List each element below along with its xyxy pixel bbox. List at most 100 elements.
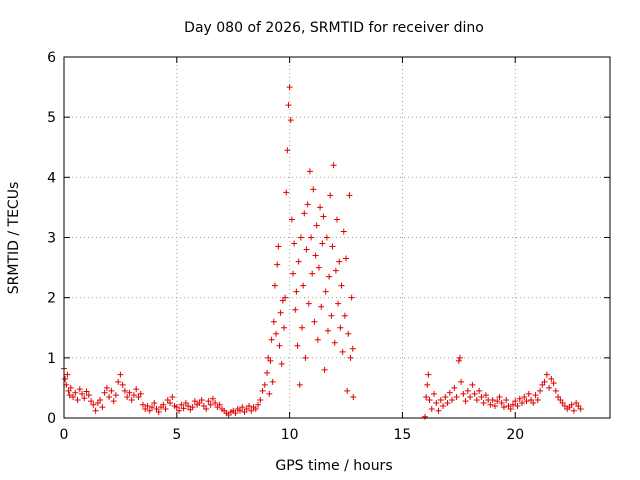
data-point bbox=[421, 413, 428, 420]
data-point bbox=[426, 396, 433, 403]
data-point bbox=[167, 399, 174, 406]
data-point bbox=[130, 392, 137, 399]
data-point bbox=[350, 393, 357, 400]
data-point bbox=[437, 396, 444, 403]
data-point bbox=[212, 399, 219, 406]
data-point bbox=[198, 396, 205, 403]
x-tick-label: 5 bbox=[172, 427, 181, 443]
data-point bbox=[297, 234, 304, 241]
data-point bbox=[191, 398, 198, 405]
data-point bbox=[314, 336, 321, 343]
data-point bbox=[308, 234, 315, 241]
data-point bbox=[546, 384, 553, 391]
data-point bbox=[302, 354, 309, 361]
data-point bbox=[137, 390, 144, 397]
data-point bbox=[124, 393, 131, 400]
data-point bbox=[284, 147, 291, 154]
data-point bbox=[280, 324, 287, 331]
data-point bbox=[117, 371, 124, 378]
data-point bbox=[341, 312, 348, 319]
data-point bbox=[265, 354, 272, 361]
data-point bbox=[255, 401, 262, 408]
x-tick-label: 20 bbox=[506, 427, 524, 443]
y-tick-label: 3 bbox=[47, 231, 56, 247]
data-point bbox=[252, 405, 259, 412]
data-point bbox=[153, 405, 160, 412]
data-point bbox=[305, 300, 312, 307]
data-point bbox=[290, 270, 297, 277]
data-point bbox=[500, 404, 507, 411]
data-point bbox=[103, 384, 110, 391]
data-point bbox=[97, 396, 104, 403]
data-point bbox=[349, 345, 356, 352]
data-point bbox=[491, 402, 498, 409]
data-point bbox=[106, 393, 113, 400]
data-point bbox=[200, 402, 207, 409]
grid bbox=[64, 57, 610, 418]
data-point bbox=[313, 222, 320, 229]
y-tick-label: 6 bbox=[47, 50, 56, 66]
data-point bbox=[310, 186, 317, 193]
data-point bbox=[568, 401, 575, 408]
data-point bbox=[173, 404, 180, 411]
data-point bbox=[275, 243, 282, 250]
data-point bbox=[236, 407, 243, 414]
data-point bbox=[525, 390, 532, 397]
data-point bbox=[148, 404, 155, 411]
data-point bbox=[176, 407, 183, 414]
data-point bbox=[494, 398, 501, 405]
data-point bbox=[440, 402, 447, 409]
data-point bbox=[180, 405, 187, 412]
data-point bbox=[246, 402, 253, 409]
data-point bbox=[555, 393, 562, 400]
data-point bbox=[456, 354, 463, 361]
x-tick-label: 0 bbox=[60, 427, 69, 443]
data-point bbox=[519, 399, 526, 406]
data-point bbox=[577, 405, 584, 412]
data-point bbox=[570, 407, 577, 414]
data-point bbox=[428, 405, 435, 412]
data-point bbox=[133, 386, 140, 393]
data-point bbox=[276, 342, 283, 349]
data-point bbox=[292, 306, 299, 313]
data-point bbox=[232, 410, 239, 417]
data-point bbox=[528, 396, 535, 403]
data-series bbox=[61, 84, 584, 420]
data-point bbox=[279, 297, 286, 304]
data-point bbox=[523, 398, 530, 405]
x-tick-labels: 0 5 10 15 20 bbox=[60, 427, 525, 443]
data-point bbox=[66, 392, 73, 399]
data-point bbox=[142, 405, 149, 412]
y-tick-label: 1 bbox=[47, 351, 56, 367]
data-point bbox=[559, 399, 566, 406]
data-point bbox=[241, 408, 248, 415]
data-point bbox=[139, 401, 146, 408]
data-point bbox=[70, 393, 77, 400]
y-axis-label: SRMTID / TECUs bbox=[6, 182, 22, 295]
data-point bbox=[146, 407, 153, 414]
data-point bbox=[164, 396, 171, 403]
data-point bbox=[332, 267, 339, 274]
data-point bbox=[83, 388, 90, 395]
data-point bbox=[329, 243, 336, 250]
data-point bbox=[155, 408, 162, 415]
data-point bbox=[478, 393, 485, 400]
data-point bbox=[294, 342, 301, 349]
data-point bbox=[509, 401, 516, 408]
data-point bbox=[550, 380, 557, 387]
data-point bbox=[101, 389, 108, 396]
data-point bbox=[315, 264, 322, 271]
data-point bbox=[144, 402, 151, 409]
y-tick-label: 2 bbox=[47, 291, 56, 307]
data-point bbox=[296, 381, 303, 388]
data-point bbox=[451, 384, 458, 391]
data-point bbox=[65, 387, 72, 394]
data-point bbox=[348, 294, 355, 301]
data-point bbox=[306, 168, 313, 175]
data-point bbox=[449, 396, 456, 403]
axis-ticks bbox=[63, 56, 610, 419]
data-point bbox=[489, 396, 496, 403]
data-point bbox=[151, 399, 158, 406]
data-point bbox=[435, 407, 442, 414]
data-point bbox=[446, 389, 453, 396]
